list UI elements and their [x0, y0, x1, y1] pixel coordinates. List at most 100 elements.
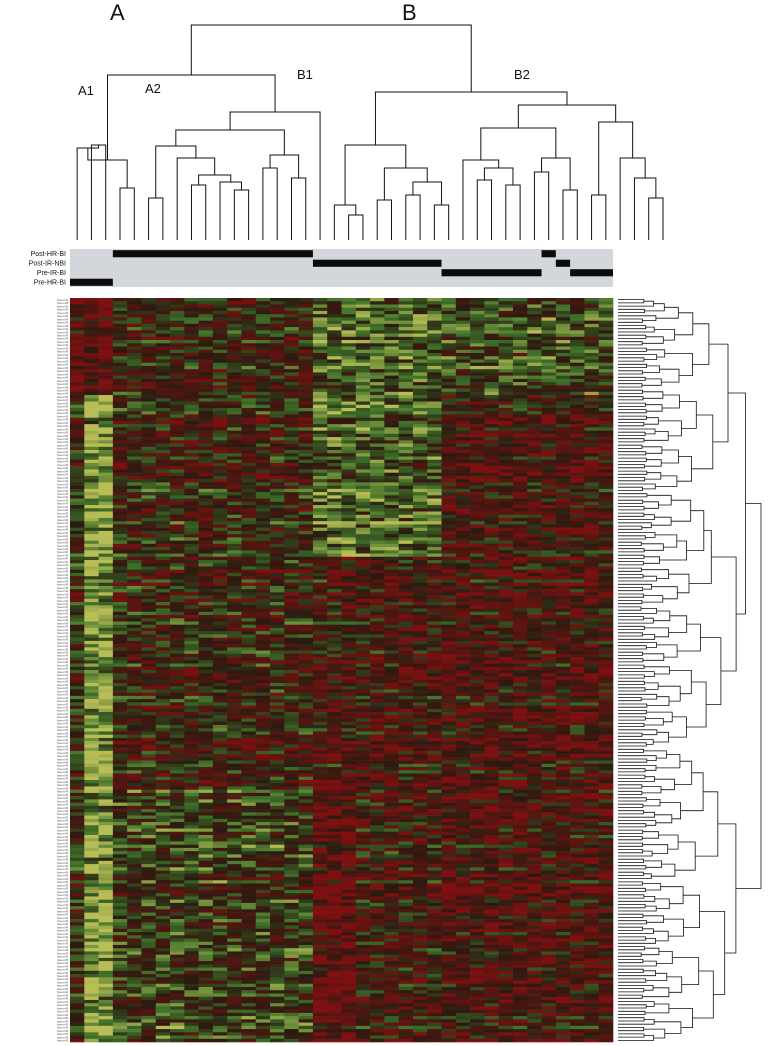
heatmap-cell — [298, 375, 314, 380]
heatmap-cell — [341, 689, 357, 693]
heatmap-cell — [341, 547, 357, 551]
heatmap-cell — [255, 708, 271, 713]
heatmap-cell — [598, 382, 614, 386]
heatmap-cell — [184, 615, 199, 619]
heatmap-cell — [155, 414, 171, 418]
heatmap-cell — [598, 702, 614, 706]
heatmap-cell — [284, 417, 299, 422]
heatmap-cell — [298, 382, 314, 386]
heatmap-cell — [284, 550, 299, 554]
heatmap-cell — [470, 424, 485, 428]
heatmap-cell — [270, 689, 285, 693]
heatmap-cell — [341, 660, 357, 664]
heatmap-cell — [584, 521, 600, 525]
heatmap-cell — [241, 653, 257, 658]
heatmap-cell — [298, 427, 314, 431]
heatmap-cell — [527, 631, 542, 635]
heatmap-cell — [541, 437, 557, 441]
heatmap-cell — [227, 560, 242, 564]
heatmap-cell — [98, 682, 114, 687]
heatmap-cell — [398, 320, 414, 325]
heatmap-cell — [541, 598, 557, 603]
heatmap-cell — [470, 592, 485, 596]
heatmap-cell — [198, 563, 214, 567]
heatmap-cell — [184, 479, 199, 483]
heatmap-cell — [141, 543, 157, 548]
heatmap-cell — [155, 686, 171, 690]
heatmap-cell — [155, 430, 171, 435]
heatmap-cell — [255, 495, 271, 499]
heatmap-cell — [355, 391, 371, 396]
heatmap-cell — [98, 462, 114, 467]
heatmap-cell — [484, 592, 499, 596]
heatmap-cell — [227, 695, 242, 700]
heatmap-cell — [170, 485, 185, 490]
heatmap-cell — [512, 543, 528, 548]
heatmap-cell — [312, 298, 328, 302]
heatmap-cell — [484, 446, 499, 451]
heatmap-cell — [484, 572, 499, 577]
heatmap-cell — [484, 298, 499, 302]
heatmap-cell — [441, 369, 457, 373]
heatmap-cell — [112, 301, 128, 305]
heatmap-cell — [127, 653, 142, 658]
heatmap-cell — [370, 411, 385, 415]
heatmap-cell — [455, 615, 471, 619]
heatmap-cell — [112, 634, 128, 638]
heatmap-cell — [555, 475, 571, 480]
heatmap-cell — [312, 605, 328, 609]
heatmap-cell — [398, 602, 414, 606]
heatmap-cell — [384, 602, 399, 606]
heatmap-cell — [227, 388, 242, 393]
heatmap-cell — [112, 304, 128, 308]
heatmap-cell — [198, 398, 214, 402]
heatmap-cell — [198, 453, 214, 457]
heatmap-cell — [427, 446, 442, 451]
heatmap-cell — [298, 540, 314, 545]
heatmap-cell — [412, 569, 428, 574]
heatmap-cell — [184, 517, 199, 522]
heatmap-cell — [570, 634, 585, 638]
heatmap-cell — [112, 404, 128, 409]
heatmap-cell — [241, 666, 257, 671]
heatmap-cell — [555, 550, 571, 554]
heatmap-cell — [170, 634, 185, 638]
heatmap-cell — [512, 712, 528, 716]
heatmap-cell — [198, 537, 214, 541]
heatmap-cell — [512, 508, 528, 512]
heatmap-cell — [270, 336, 285, 341]
heatmap-cell — [584, 508, 600, 512]
heatmap-cell — [341, 595, 357, 600]
heatmap-cell — [484, 343, 499, 347]
heatmap-cell — [498, 715, 514, 719]
heatmap-cell — [527, 385, 542, 389]
heatmap-cell — [512, 327, 528, 331]
heatmap-cell — [327, 356, 342, 360]
heatmap-cell — [512, 640, 528, 645]
heatmap-cell — [212, 433, 228, 438]
heatmap-cell — [555, 517, 571, 522]
heatmap-cell — [227, 540, 242, 545]
heatmap-cell — [555, 469, 571, 473]
heatmap-cell — [127, 608, 142, 613]
heatmap-cell — [241, 343, 257, 347]
heatmap-cell — [84, 459, 99, 464]
heatmap-cell — [255, 469, 271, 473]
heatmap-cell — [455, 501, 471, 506]
heatmap-cell — [141, 320, 157, 325]
heatmap-cell — [498, 566, 514, 571]
heatmap-cell — [155, 602, 171, 606]
heatmap-cell — [384, 666, 399, 671]
heatmap-cell — [327, 417, 342, 422]
heatmap-cell — [455, 404, 471, 409]
heatmap-cell — [341, 692, 357, 697]
heatmap-cell — [127, 692, 142, 697]
heatmap-cell — [227, 356, 242, 360]
heatmap-cell — [570, 560, 585, 564]
heatmap-cell — [127, 495, 142, 499]
heatmap-cell — [270, 553, 285, 558]
heatmap-cell — [484, 653, 499, 658]
heatmap-cell — [412, 611, 428, 616]
heatmap-cell — [527, 298, 542, 302]
heatmap-cell — [370, 589, 385, 593]
